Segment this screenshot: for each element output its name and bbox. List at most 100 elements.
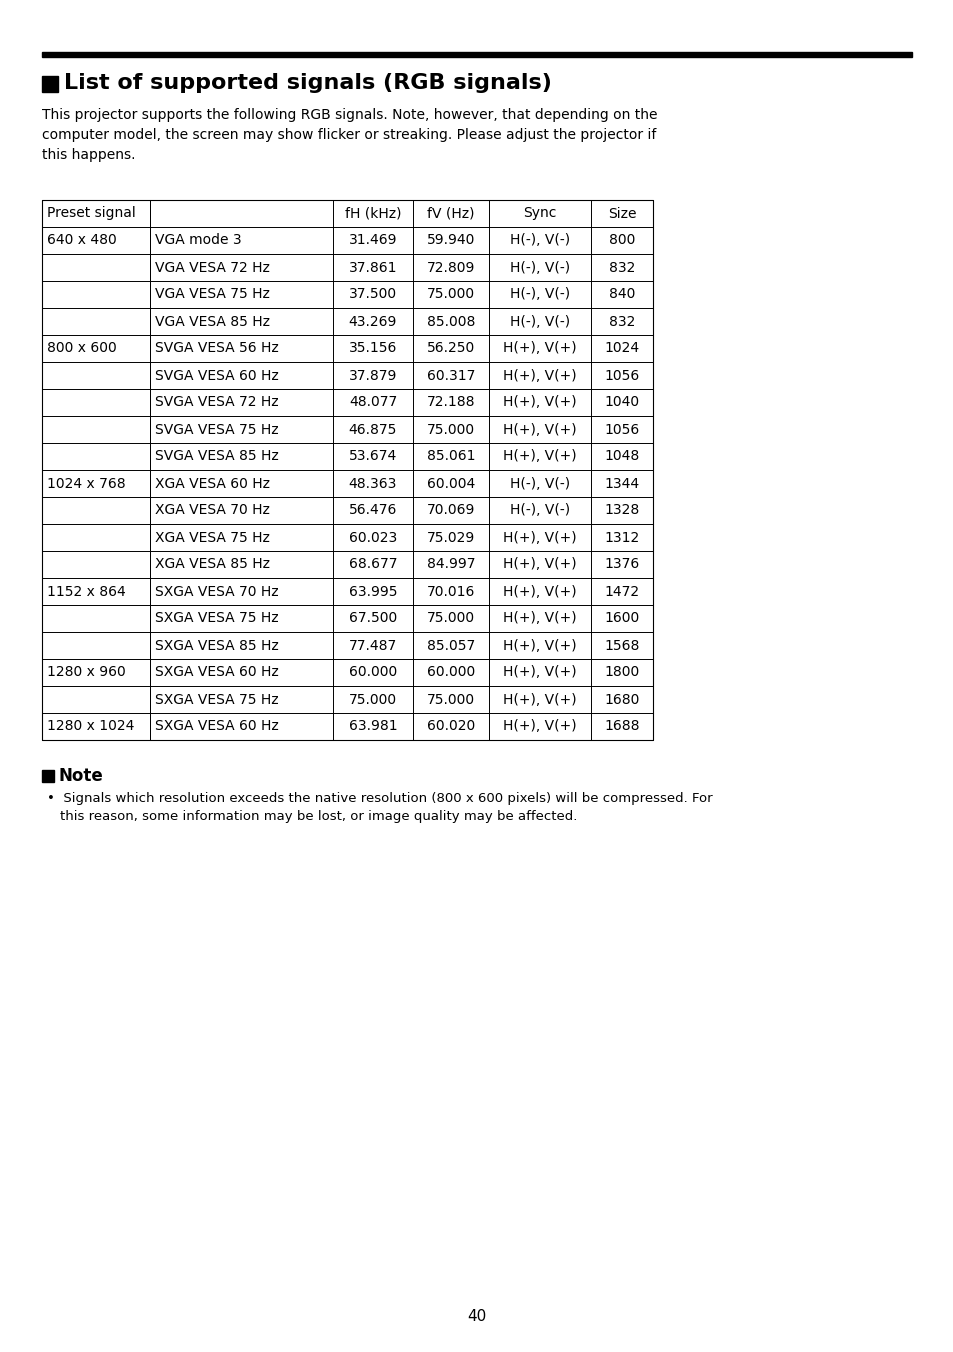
- Text: 75.029: 75.029: [426, 530, 475, 545]
- Text: 60.317: 60.317: [426, 369, 475, 383]
- Text: H(-), V(-): H(-), V(-): [510, 234, 570, 247]
- Text: SVGA VESA 60 Hz: SVGA VESA 60 Hz: [154, 369, 278, 383]
- Text: H(+), V(+): H(+), V(+): [502, 342, 577, 356]
- Text: 68.677: 68.677: [349, 557, 396, 572]
- Text: computer model, the screen may show flicker or streaking. Please adjust the proj: computer model, the screen may show flic…: [42, 128, 656, 142]
- Text: this reason, some information may be lost, or image quality may be affected.: this reason, some information may be los…: [60, 810, 577, 823]
- Text: •  Signals which resolution exceeds the native resolution (800 x 600 pixels) wil: • Signals which resolution exceeds the n…: [47, 792, 712, 804]
- Text: H(+), V(+): H(+), V(+): [502, 396, 577, 410]
- Text: H(-), V(-): H(-), V(-): [510, 288, 570, 301]
- Text: Preset signal: Preset signal: [47, 207, 135, 220]
- Text: List of supported signals (RGB signals): List of supported signals (RGB signals): [64, 73, 551, 93]
- Text: VGA mode 3: VGA mode 3: [154, 234, 241, 247]
- Text: H(+), V(+): H(+), V(+): [502, 584, 577, 599]
- Text: SVGA VESA 85 Hz: SVGA VESA 85 Hz: [154, 449, 278, 464]
- Text: SXGA VESA 75 Hz: SXGA VESA 75 Hz: [154, 692, 278, 707]
- Text: VGA VESA 72 Hz: VGA VESA 72 Hz: [154, 261, 270, 274]
- Text: 1472: 1472: [604, 584, 639, 599]
- Text: 1056: 1056: [604, 369, 639, 383]
- Text: 1344: 1344: [604, 476, 639, 491]
- Text: 1376: 1376: [604, 557, 639, 572]
- Text: 1024 x 768: 1024 x 768: [47, 476, 126, 491]
- Text: 1328: 1328: [604, 503, 639, 518]
- Text: 60.000: 60.000: [426, 665, 475, 680]
- Text: This projector supports the following RGB signals. Note, however, that depending: This projector supports the following RG…: [42, 108, 657, 122]
- Text: 56.250: 56.250: [426, 342, 475, 356]
- Text: 35.156: 35.156: [349, 342, 396, 356]
- Text: 1680: 1680: [603, 692, 639, 707]
- Text: VGA VESA 75 Hz: VGA VESA 75 Hz: [154, 288, 270, 301]
- Text: H(+), V(+): H(+), V(+): [502, 611, 577, 626]
- Text: 67.500: 67.500: [349, 611, 396, 626]
- Text: SXGA VESA 60 Hz: SXGA VESA 60 Hz: [154, 719, 278, 734]
- Text: XGA VESA 75 Hz: XGA VESA 75 Hz: [154, 530, 270, 545]
- Text: Size: Size: [607, 207, 636, 220]
- Text: 63.981: 63.981: [349, 719, 396, 734]
- Text: 1568: 1568: [603, 638, 639, 653]
- Text: 60.000: 60.000: [349, 665, 396, 680]
- Text: Sync: Sync: [523, 207, 557, 220]
- Text: 832: 832: [608, 315, 635, 329]
- Text: 60.023: 60.023: [349, 530, 396, 545]
- Text: 1280 x 960: 1280 x 960: [47, 665, 126, 680]
- Text: 1040: 1040: [604, 396, 639, 410]
- Text: 77.487: 77.487: [349, 638, 396, 653]
- Text: H(+), V(+): H(+), V(+): [502, 719, 577, 734]
- Bar: [42, 200, 652, 740]
- Text: 53.674: 53.674: [349, 449, 396, 464]
- Text: XGA VESA 70 Hz: XGA VESA 70 Hz: [154, 503, 270, 518]
- Text: 37.879: 37.879: [349, 369, 396, 383]
- Text: 75.000: 75.000: [427, 422, 475, 437]
- Text: 48.363: 48.363: [349, 476, 396, 491]
- Text: SVGA VESA 56 Hz: SVGA VESA 56 Hz: [154, 342, 278, 356]
- Text: 85.008: 85.008: [426, 315, 475, 329]
- Text: 840: 840: [608, 288, 635, 301]
- Text: 37.861: 37.861: [349, 261, 396, 274]
- Text: 800 x 600: 800 x 600: [47, 342, 116, 356]
- Text: SVGA VESA 75 Hz: SVGA VESA 75 Hz: [154, 422, 278, 437]
- Text: this happens.: this happens.: [42, 147, 135, 162]
- Text: 1048: 1048: [604, 449, 639, 464]
- Text: 60.004: 60.004: [426, 476, 475, 491]
- Text: SXGA VESA 75 Hz: SXGA VESA 75 Hz: [154, 611, 278, 626]
- Text: H(+), V(+): H(+), V(+): [502, 369, 577, 383]
- Text: 59.940: 59.940: [426, 234, 475, 247]
- Text: SVGA VESA 72 Hz: SVGA VESA 72 Hz: [154, 396, 278, 410]
- Text: 56.476: 56.476: [349, 503, 396, 518]
- Bar: [42, 771, 54, 781]
- Text: H(+), V(+): H(+), V(+): [502, 422, 577, 437]
- Text: 37.500: 37.500: [349, 288, 396, 301]
- Bar: [42, 51, 911, 57]
- Text: 40: 40: [467, 1309, 486, 1324]
- Text: 1688: 1688: [603, 719, 639, 734]
- Text: 1312: 1312: [604, 530, 639, 545]
- Text: 46.875: 46.875: [349, 422, 396, 437]
- Text: VGA VESA 85 Hz: VGA VESA 85 Hz: [154, 315, 270, 329]
- Text: 70.016: 70.016: [426, 584, 475, 599]
- Text: 75.000: 75.000: [427, 288, 475, 301]
- Text: 1056: 1056: [604, 422, 639, 437]
- Text: 832: 832: [608, 261, 635, 274]
- Text: fH (kHz): fH (kHz): [344, 207, 401, 220]
- Text: 72.809: 72.809: [426, 261, 475, 274]
- Text: 31.469: 31.469: [349, 234, 396, 247]
- Text: 75.000: 75.000: [427, 692, 475, 707]
- Text: H(-), V(-): H(-), V(-): [510, 261, 570, 274]
- Text: H(-), V(-): H(-), V(-): [510, 476, 570, 491]
- Text: SXGA VESA 70 Hz: SXGA VESA 70 Hz: [154, 584, 278, 599]
- Text: 84.997: 84.997: [426, 557, 475, 572]
- Text: XGA VESA 85 Hz: XGA VESA 85 Hz: [154, 557, 270, 572]
- Text: 48.077: 48.077: [349, 396, 396, 410]
- Text: SXGA VESA 60 Hz: SXGA VESA 60 Hz: [154, 665, 278, 680]
- Text: 1800: 1800: [604, 665, 639, 680]
- Text: 72.188: 72.188: [426, 396, 475, 410]
- Text: 70.069: 70.069: [426, 503, 475, 518]
- Text: 85.061: 85.061: [426, 449, 475, 464]
- Text: H(+), V(+): H(+), V(+): [502, 449, 577, 464]
- Text: H(-), V(-): H(-), V(-): [510, 503, 570, 518]
- Text: 1600: 1600: [604, 611, 639, 626]
- Text: SXGA VESA 85 Hz: SXGA VESA 85 Hz: [154, 638, 278, 653]
- Text: 800: 800: [608, 234, 635, 247]
- Text: fV (Hz): fV (Hz): [427, 207, 475, 220]
- Text: 85.057: 85.057: [426, 638, 475, 653]
